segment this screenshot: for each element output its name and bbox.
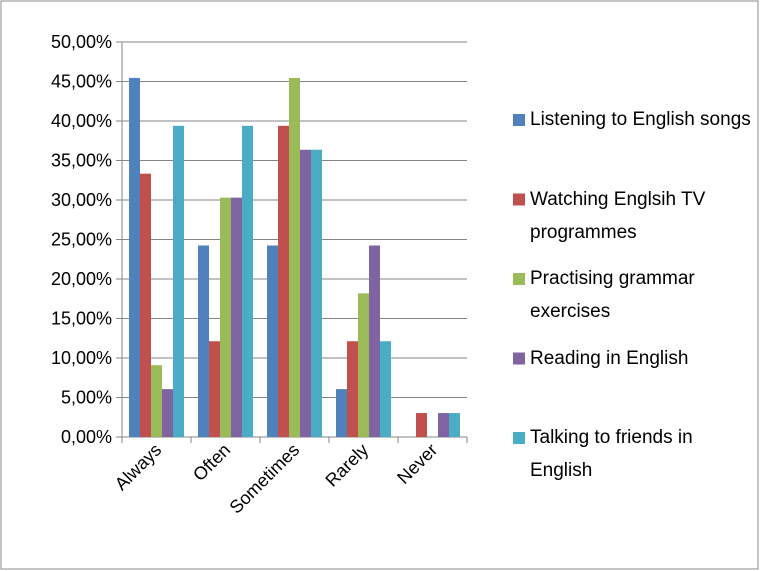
bar [198,245,209,437]
bar [289,77,300,437]
bar [300,149,311,438]
legend-marker [513,114,525,126]
bar [162,389,173,437]
y-tick-label: 20,00% [51,269,112,289]
y-tick-label: 5,00% [61,388,112,408]
y-tick-label: 35,00% [51,151,112,171]
bar [311,149,322,438]
bar [151,365,162,437]
y-tick-label: 25,00% [51,230,112,250]
legend-marker [513,273,525,285]
legend-marker [513,432,525,444]
bar [129,77,140,437]
legend-marker [513,352,525,365]
y-tick-label: 0,00% [61,427,112,447]
bar [278,125,289,437]
legend-label: Watching Englsih TV programmes [530,188,706,243]
y-tick-label: 15,00% [51,309,112,329]
y-tick-label: 45,00% [51,72,112,92]
bar [220,197,231,437]
y-tick-label: 40,00% [51,111,112,131]
bar [347,341,358,437]
y-tick-label: 30,00% [51,190,112,210]
bar [449,413,460,437]
bar [267,245,278,437]
legend-label: Practising grammar exercises [530,268,695,322]
y-tick-label: 50,00% [51,32,112,52]
legend-label: Reading in English [530,347,689,369]
legend-label: Listening to English songs [530,109,751,130]
legend-marker [513,193,525,206]
bar [140,173,151,437]
bar [209,341,220,437]
y-tick-label: 10,00% [51,348,112,368]
bar [173,125,184,437]
bar [369,245,380,437]
bar [358,293,369,437]
legend-label: Talking to friends in English [530,427,693,481]
bar [438,413,449,437]
bar [416,413,427,437]
bar [380,341,391,437]
bar [242,125,253,437]
bar [231,197,242,437]
bar [336,389,347,437]
